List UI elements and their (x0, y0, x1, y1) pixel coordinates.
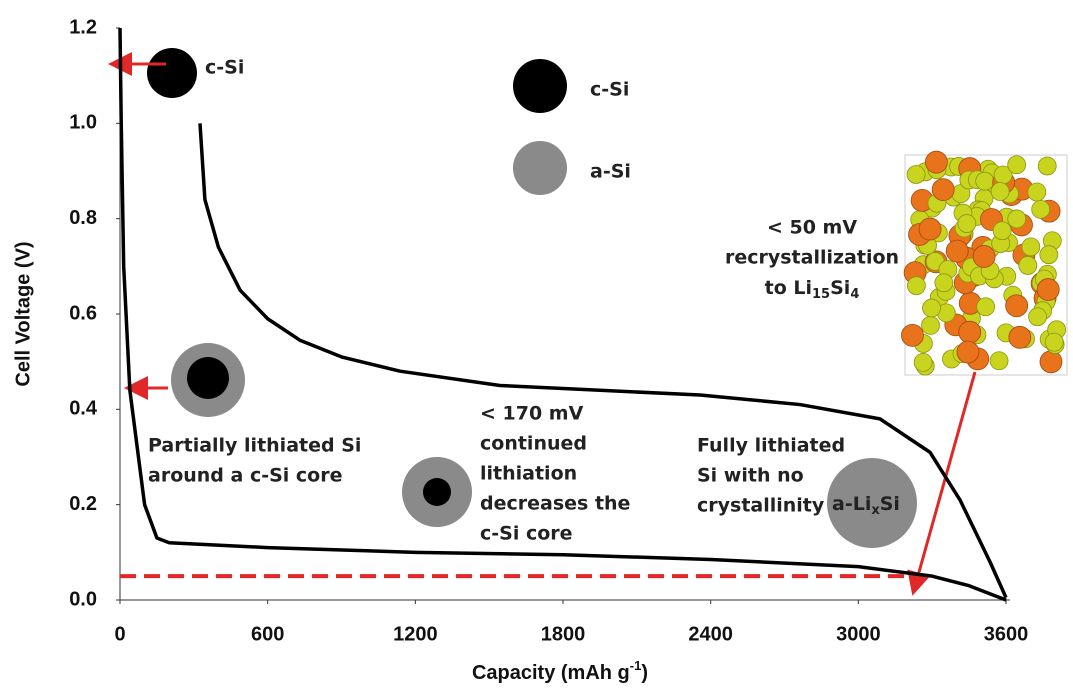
c-si-particle (147, 48, 197, 98)
annotation: Partially lithiated Si (148, 435, 361, 457)
continued-core (423, 478, 451, 506)
atom (991, 183, 1009, 201)
y-tick-label: 0.2 (69, 493, 97, 515)
annotation: continued (480, 433, 587, 455)
text: Capacity (mAh g (472, 662, 630, 684)
atom (1006, 295, 1028, 317)
text: to Li (765, 277, 812, 299)
atom (914, 353, 932, 371)
y-tick-label: 0.8 (69, 207, 97, 229)
legend-label: c-Si (590, 79, 629, 101)
atom (925, 151, 947, 173)
atom (1045, 333, 1063, 351)
atom (973, 245, 995, 267)
atom (901, 324, 923, 346)
x-tick-label: 1800 (541, 623, 586, 645)
atom (1040, 351, 1062, 373)
atom (1028, 183, 1046, 201)
atom (1040, 246, 1058, 264)
text: a-Li (832, 493, 871, 515)
atom (1037, 279, 1059, 301)
atom (957, 341, 979, 363)
subscript: 4 (850, 287, 859, 302)
y-tick-label: 0.6 (69, 302, 97, 324)
text: ) (641, 662, 648, 684)
crystal (901, 151, 1065, 375)
atom (1019, 256, 1037, 274)
atom (919, 218, 941, 240)
x-tick-label: 1200 (393, 623, 438, 645)
atom (1029, 308, 1047, 326)
annotation: to Li15Si4 (765, 277, 860, 302)
atom (977, 298, 995, 316)
atom (1009, 326, 1031, 348)
y-axis-title: Cell Voltage (V) (12, 241, 34, 386)
annotation: a-LixSi (832, 493, 900, 518)
annotation: Fully lithiated (697, 435, 845, 457)
atom (1008, 156, 1026, 174)
annotation: crystallinity (697, 495, 825, 517)
atom (907, 277, 925, 295)
atom (1022, 238, 1040, 256)
x-tick-label: 2400 (688, 623, 733, 645)
atom (932, 179, 954, 201)
atom (958, 215, 976, 233)
x-axis-title: Capacity (mAh g-1) (472, 658, 648, 684)
text: Si (880, 493, 900, 515)
x-tick-label: 3600 (984, 623, 1029, 645)
annotation: decreases the (480, 493, 630, 515)
legend-label: a-Si (590, 161, 631, 183)
atom (959, 321, 981, 343)
y-tick-label: 1.2 (69, 16, 97, 38)
atom (1032, 200, 1050, 218)
annotation: around a c-Si core (148, 465, 342, 487)
atom (935, 274, 953, 292)
legend-c-si (513, 59, 567, 113)
annotation: < 50 mV (767, 217, 857, 239)
annotation: Si with no (697, 465, 804, 487)
arrow (914, 372, 975, 590)
y-tick-label: 0.0 (69, 588, 97, 610)
atom (923, 299, 941, 317)
text: Si (830, 277, 850, 299)
annotation: c-Si (205, 57, 244, 79)
atom (990, 352, 1008, 370)
annotation: c-Si core (480, 523, 573, 545)
y-tick-label: 1.0 (69, 112, 97, 134)
annotation: recrystallization (725, 247, 899, 269)
x-tick-label: 600 (251, 623, 284, 645)
atom (1038, 157, 1056, 175)
partial-core (187, 357, 229, 399)
atom (907, 165, 925, 183)
atom (922, 316, 940, 334)
atom (946, 240, 968, 262)
legend-a-si (513, 141, 567, 195)
superscript: -1 (630, 658, 642, 673)
x-tick-label: 0 (114, 623, 125, 645)
annotation: lithiation (480, 463, 577, 485)
atom (1008, 210, 1026, 228)
y-tick-label: 0.4 (69, 398, 98, 420)
chart: c-Si c-Si a-Si Partially lithiated Si ar… (0, 0, 1073, 688)
atom (976, 172, 994, 190)
annotation: < 170 mV (480, 403, 584, 425)
subscript: 15 (812, 287, 830, 302)
atom (993, 222, 1011, 240)
x-tick-label: 3000 (836, 623, 881, 645)
